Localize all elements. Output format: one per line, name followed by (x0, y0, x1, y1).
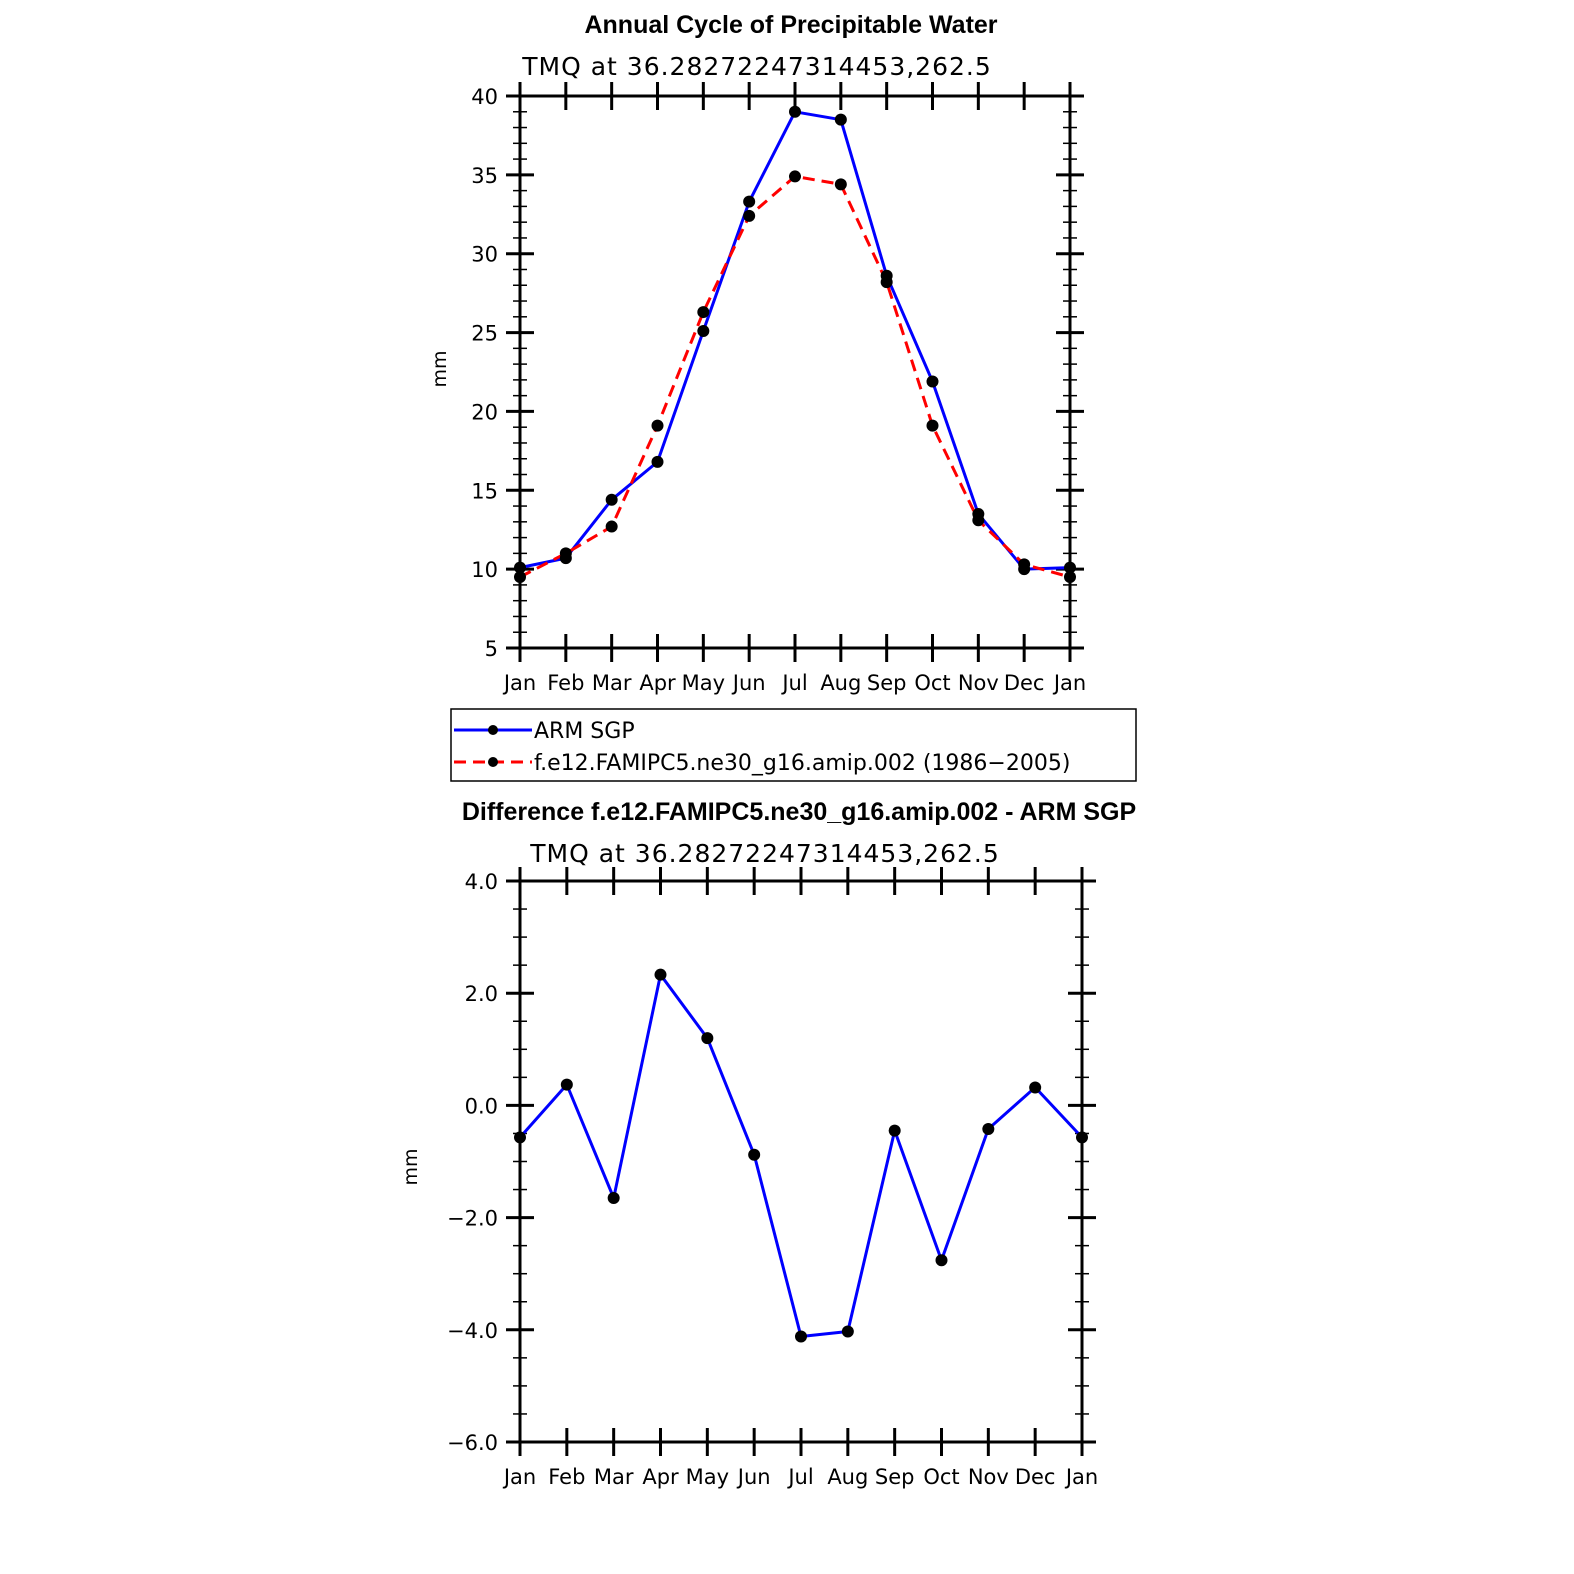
legend-box (450, 708, 1137, 782)
chart-title: Annual Cycle of Precipitable Water (584, 11, 997, 39)
data-point-model (1064, 571, 1076, 584)
y-tick-label: 30 (471, 243, 498, 267)
x-tick-label: Feb (548, 1465, 585, 1489)
chart-subtitle: TMQ at 36.28272247314453,262.5 (529, 839, 1000, 868)
y-axis-label: mm (429, 350, 451, 387)
data-point-difference (607, 1191, 620, 1204)
data-point-arm-sgp (697, 324, 710, 337)
x-tick-label: Jan (502, 1465, 536, 1489)
x-tick-label: Jul (786, 1465, 813, 1489)
x-tick-label: Sep (867, 671, 907, 695)
data-point-model (697, 306, 710, 319)
chart-title: Difference f.e12.FAMIPC5.ne30_g16.amip.0… (462, 798, 1136, 826)
data-point-model (651, 419, 664, 432)
plot-frame (518, 879, 1084, 1444)
x-tick-label: Jul (780, 671, 807, 695)
data-point-model (880, 276, 893, 289)
y-axis-label: mm (400, 1148, 422, 1185)
data-point-model (514, 571, 526, 584)
x-tick-label: Mar (592, 671, 632, 695)
legend-arm-sgp-marker (488, 725, 498, 735)
x-tick-label: Apr (642, 1465, 679, 1489)
x-tick-label: Jan (1064, 1465, 1098, 1489)
data-point-arm-sgp (926, 375, 939, 388)
x-tick-label: May (682, 671, 725, 695)
data-point-model (605, 520, 618, 533)
x-tick-label: Mar (594, 1465, 634, 1489)
data-point-difference (748, 1148, 761, 1161)
x-tick-label: Jun (731, 671, 766, 695)
y-tick-label: 15 (471, 479, 498, 503)
data-point-difference (982, 1122, 995, 1135)
y-tick-label: 5 (485, 637, 498, 661)
x-tick-label: Aug (827, 1465, 868, 1489)
x-tick-label: Oct (923, 1465, 959, 1489)
plot-area: 5 10 15 20 25 30 35 40 Jan Feb Mar Apr May Jun Jul Aug S… (471, 82, 1086, 695)
y-tick-label: 4.0 (465, 870, 498, 894)
x-tick-label: Dec (1015, 1465, 1056, 1489)
data-point-model (834, 178, 847, 191)
data-point-model (1018, 558, 1031, 571)
data-point-model (972, 514, 985, 527)
series-line-difference (518, 973, 1084, 1338)
y-tick-label: −4.0 (447, 1319, 498, 1343)
data-point-arm-sgp (605, 493, 618, 506)
chart-subtitle: TMQ at 36.28272247314453,262.5 (521, 52, 992, 81)
data-point-arm-sgp (789, 105, 801, 118)
legend-model-label: f.e12.FAMIPC5.ne30_g16.amip.002 (1986−20… (534, 751, 1070, 776)
data-point-difference (514, 1131, 526, 1144)
data-point-difference (888, 1124, 901, 1137)
data-point-arm-sgp (514, 561, 526, 574)
data-point-arm-sgp (834, 113, 847, 126)
y-tick-label: 0.0 (465, 1094, 498, 1118)
legend: ARM SGP f.e12.FAMIPC5.ne30_g16.amip.002 … (450, 708, 1137, 782)
data-point-arm-sgp (743, 195, 756, 208)
legend-model-marker (488, 757, 498, 767)
data-point-difference (1029, 1081, 1042, 1094)
x-tick-label: Feb (547, 671, 584, 695)
data-point-difference (701, 1032, 714, 1045)
y-tick-label: 20 (471, 400, 498, 424)
plot-area: −6.0 −4.0 −2.0 0.0 2.0 4.0 Jan Feb Mar Apr May Jun J… (447, 867, 1098, 1489)
x-tick-label: Jan (1052, 671, 1086, 695)
data-point-model (789, 170, 801, 183)
data-point-difference (935, 1254, 948, 1267)
y-tick-label: 40 (471, 85, 498, 109)
x-tick-label: Apr (639, 671, 676, 695)
legend-arm-sgp-label: ARM SGP (534, 719, 635, 744)
x-tick-label: Oct (914, 671, 950, 695)
data-point-model (559, 547, 572, 560)
x-tick-label: Dec (1004, 671, 1045, 695)
data-point-model (926, 419, 939, 432)
y-tick-label: 10 (471, 558, 498, 582)
y-tick-label: 25 (471, 322, 498, 346)
y-tick-label: 35 (471, 164, 498, 188)
data-point-difference (795, 1330, 807, 1343)
x-tick-label: Nov (968, 1465, 1009, 1489)
data-point-difference (654, 968, 667, 981)
y-tick-label: 2.0 (465, 982, 498, 1006)
x-tick-label: Nov (958, 671, 999, 695)
precipitable-water-difference-chart: Difference f.e12.FAMIPC5.ne30_g16.amip.0… (400, 798, 1136, 1489)
x-tick-label: Sep (875, 1465, 915, 1489)
series-line-model (519, 174, 1071, 579)
data-point-arm-sgp (651, 455, 664, 468)
precipitable-water-annual-cycle-chart: Annual Cycle of Precipitable Water TMQ a… (429, 11, 1137, 782)
data-point-difference (841, 1325, 854, 1338)
y-tick-label: −6.0 (447, 1431, 498, 1455)
x-tick-label: Jan (502, 671, 536, 695)
data-point-difference (560, 1078, 573, 1091)
x-tick-label: May (686, 1465, 729, 1489)
y-tick-label: −2.0 (447, 1207, 498, 1231)
data-point-arm-sgp (1064, 561, 1076, 574)
x-tick-label: Jun (736, 1465, 771, 1489)
data-point-difference (1076, 1131, 1088, 1144)
x-tick-label: Aug (820, 671, 861, 695)
data-point-model (743, 209, 756, 222)
